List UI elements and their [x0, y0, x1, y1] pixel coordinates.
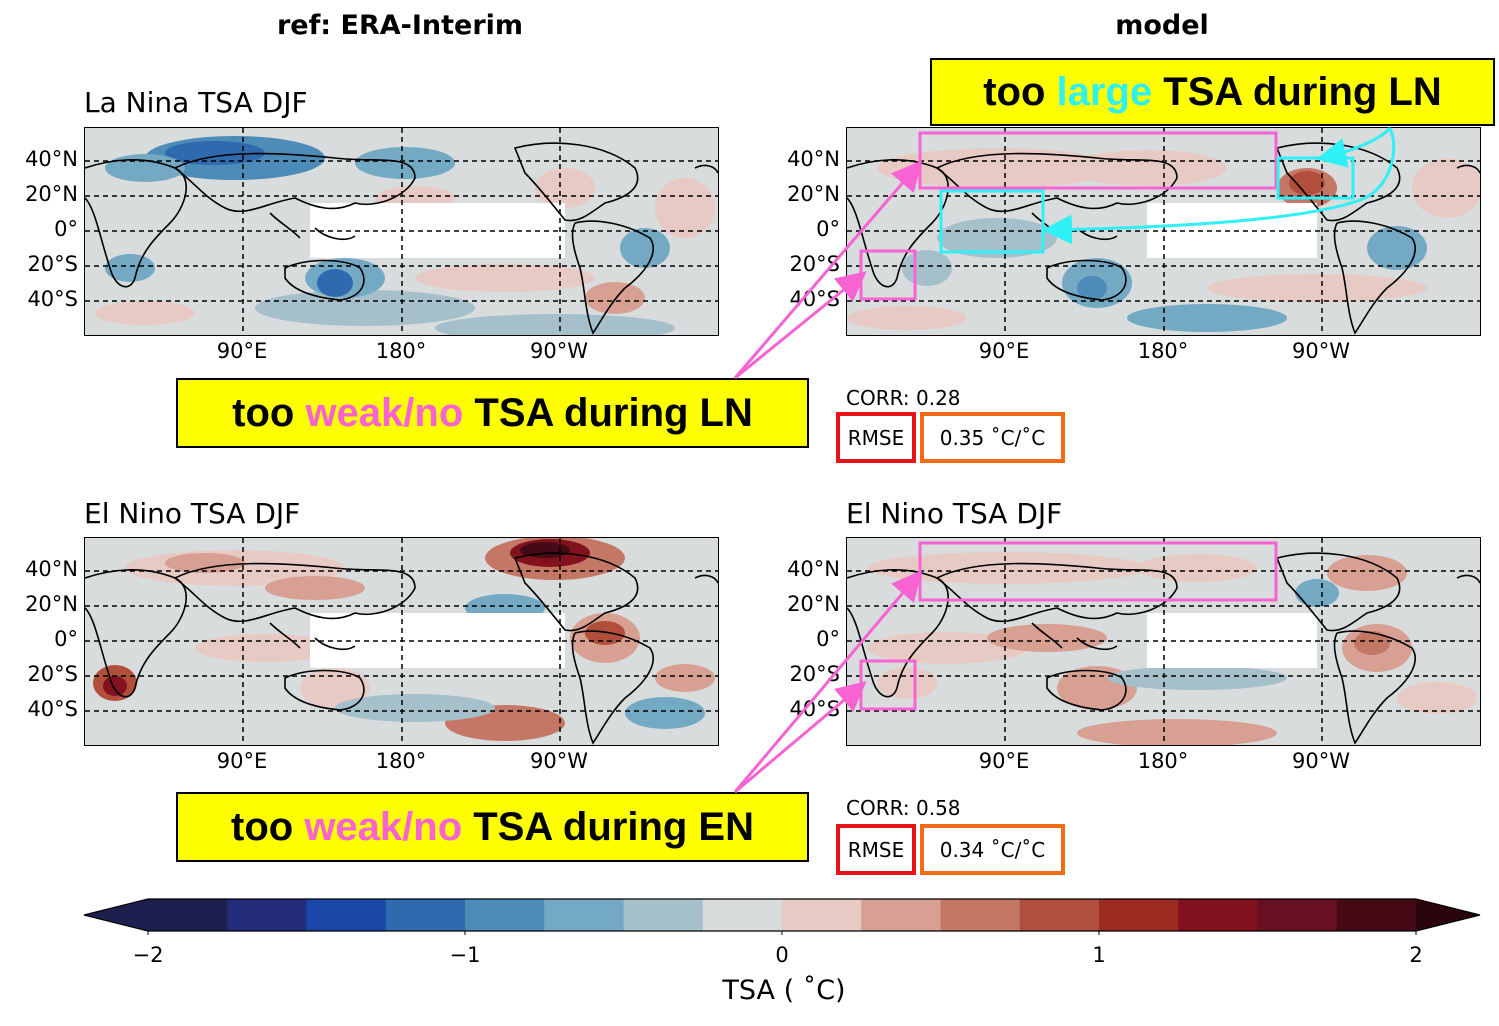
colorbar-tick: −1	[449, 943, 481, 967]
lat-label: 40°S	[789, 697, 840, 721]
colorbar-swatch	[861, 899, 941, 931]
callout-highlight: large	[1056, 69, 1153, 114]
lat-label: 0°	[54, 217, 78, 241]
colorbar-tick: −2	[132, 943, 164, 967]
colorbar-tick: 1	[1092, 943, 1106, 967]
lat-label: 0°	[816, 627, 840, 651]
model-column-title: model	[1115, 10, 1209, 41]
colorbar-swatch	[702, 899, 783, 931]
callout-pre: too	[232, 390, 306, 435]
lat-label: 20°N	[787, 592, 840, 616]
lat-label: 40°S	[27, 697, 78, 721]
colorbar-swatch	[782, 899, 862, 931]
lon-label: 180°	[375, 339, 427, 363]
callout-highlight: weak/no	[304, 804, 463, 849]
callout-pre: too	[983, 69, 1057, 114]
map-title-en-model: El Nino TSA DJF	[846, 497, 1063, 530]
colorbar-swatch	[465, 899, 545, 931]
lon-label: 90°W	[530, 339, 588, 363]
colorbar-swatch	[1257, 899, 1338, 931]
ref-column-title: ref: ERA-Interim	[276, 10, 524, 41]
lat-label: 20°N	[25, 592, 78, 616]
lat-label: 20°S	[789, 662, 840, 686]
callout-too-large-ln: too large TSA during LN	[930, 58, 1495, 126]
callout-post: TSA during LN	[463, 390, 753, 435]
callout-weak-ln: too weak/no TSA during LN	[176, 378, 809, 448]
colorbar-swatch	[940, 899, 1021, 931]
colorbar-tick: 0	[775, 943, 789, 967]
colorbar-extend-low	[84, 899, 148, 931]
colorbar-extend-high	[1416, 899, 1480, 931]
map-ln-ref	[84, 127, 719, 336]
rmse-value-en: 0.34 ˚C/˚C	[920, 824, 1065, 875]
colorbar-swatch	[148, 899, 228, 931]
colorbar-swatch	[306, 899, 387, 931]
lon-label: 180°	[1137, 339, 1189, 363]
callout-post: TSA during EN	[462, 804, 754, 849]
lat-label: 40°S	[789, 287, 840, 311]
lon-label: 180°	[1137, 749, 1189, 773]
lat-label: 20°N	[25, 182, 78, 206]
lon-label: 90°E	[978, 749, 1030, 773]
lon-label: 180°	[375, 749, 427, 773]
colorbar	[83, 898, 1481, 935]
lat-label: 0°	[54, 627, 78, 651]
map-en-ref	[84, 537, 719, 746]
colorbar-swatch	[1178, 899, 1258, 931]
lon-label: 90°W	[1292, 339, 1350, 363]
lon-label: 90°E	[216, 749, 268, 773]
colorbar-swatch	[1099, 899, 1179, 931]
callout-weak-en: too weak/no TSA during EN	[176, 792, 809, 862]
lon-label: 90°W	[1292, 749, 1350, 773]
corr-en: CORR: 0.58	[846, 796, 961, 820]
lat-label: 20°S	[27, 662, 78, 686]
map-en-model	[846, 537, 1481, 746]
lat-label: 40°N	[25, 557, 78, 581]
corr-ln: CORR: 0.28	[846, 386, 961, 410]
callout-post: TSA during LN	[1152, 69, 1442, 114]
colorbar-swatch	[623, 899, 704, 931]
lat-label: 20°S	[27, 252, 78, 276]
lon-label: 90°E	[978, 339, 1030, 363]
colorbar-swatch	[1336, 899, 1417, 931]
lat-label: 20°S	[789, 252, 840, 276]
colorbar-swatch	[227, 899, 307, 931]
map-title-en-ref: El Nino TSA DJF	[84, 497, 301, 530]
lon-label: 90°W	[530, 749, 588, 773]
callout-highlight: weak/no	[305, 390, 464, 435]
rmse-value-ln: 0.35 ˚C/˚C	[920, 412, 1065, 463]
lat-label: 40°N	[787, 557, 840, 581]
map-title-ln-ref: La Nina TSA DJF	[84, 86, 308, 119]
colorbar-label: TSA ( ˚C)	[722, 975, 846, 1006]
map-ln-model	[846, 127, 1481, 336]
lat-label: 0°	[816, 217, 840, 241]
lat-label: 20°N	[787, 182, 840, 206]
colorbar-tick: 2	[1409, 943, 1423, 967]
rmse-label-en: RMSE	[836, 824, 916, 875]
colorbar-swatch	[1019, 899, 1100, 931]
colorbar-swatch	[544, 899, 624, 931]
lon-label: 90°E	[216, 339, 268, 363]
callout-pre: too	[231, 804, 305, 849]
colorbar-swatch	[385, 899, 466, 931]
lat-label: 40°N	[25, 147, 78, 171]
lat-label: 40°S	[27, 287, 78, 311]
rmse-label-ln: RMSE	[836, 412, 916, 463]
lat-label: 40°N	[787, 147, 840, 171]
